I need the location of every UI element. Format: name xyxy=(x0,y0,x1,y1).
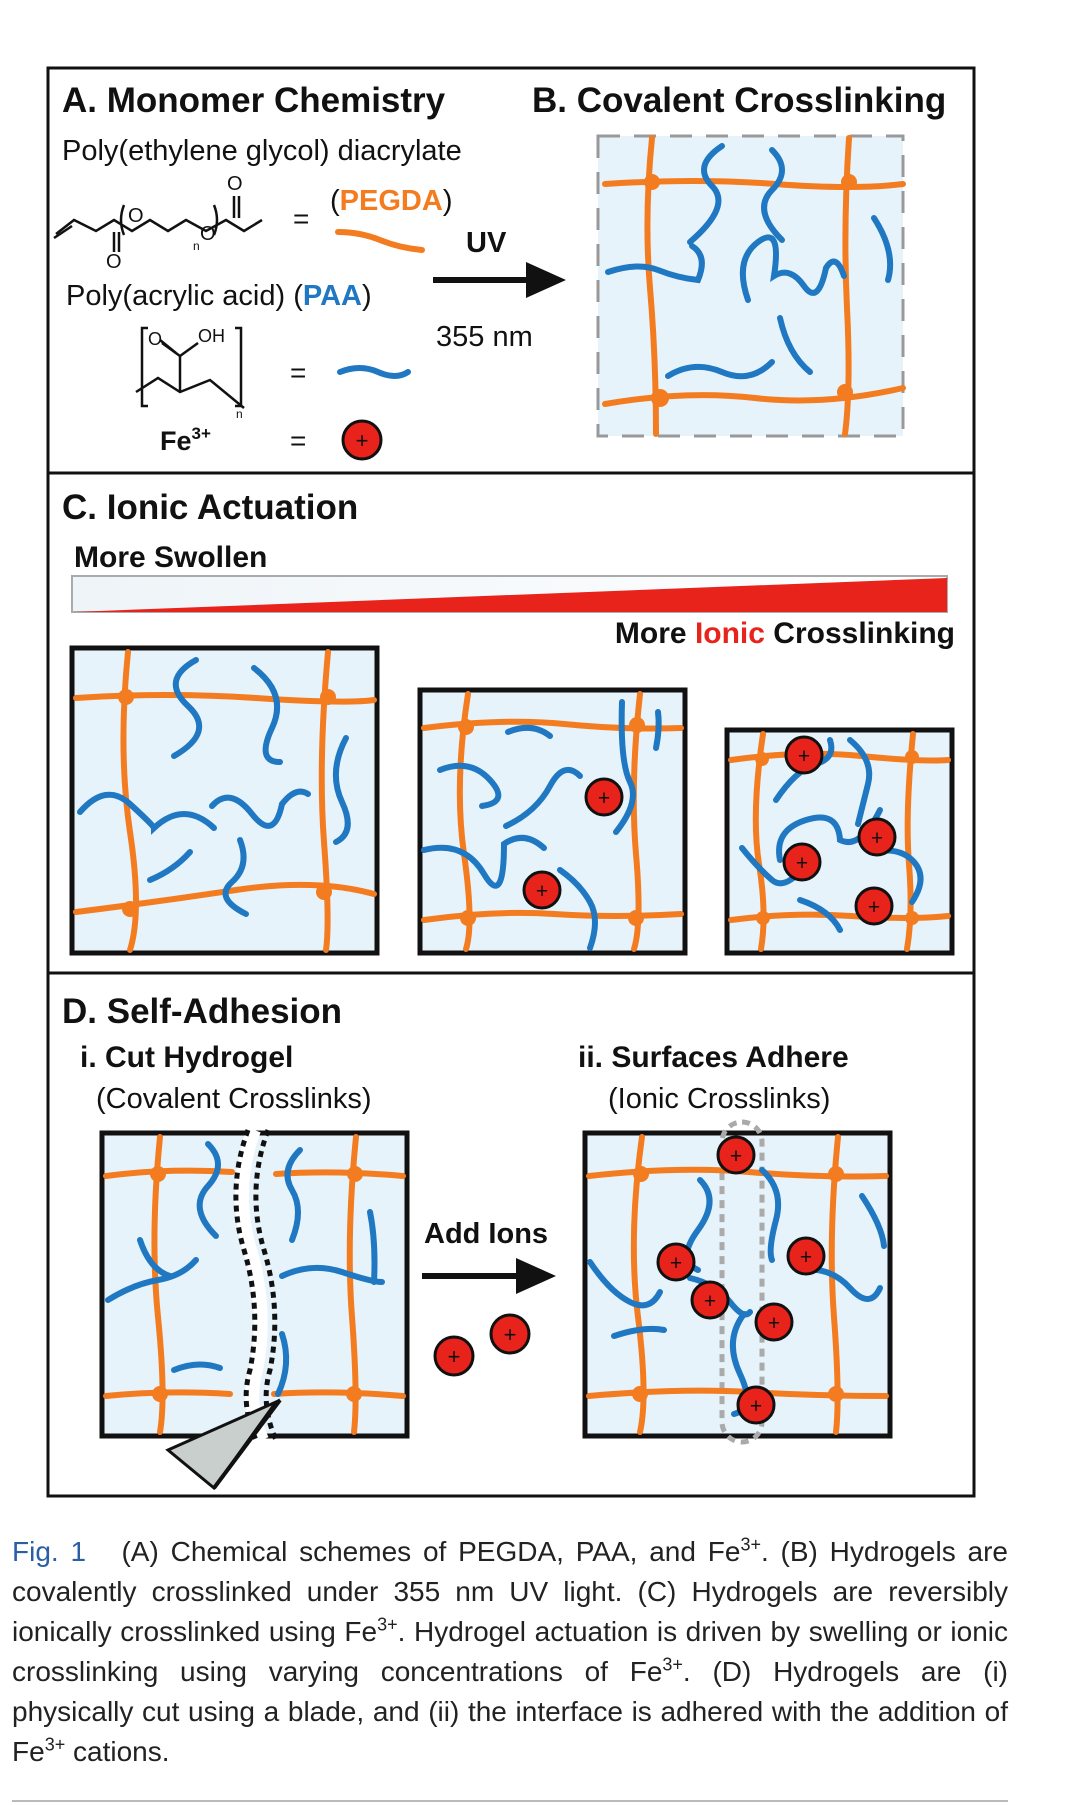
svg-text:+: + xyxy=(448,1344,461,1369)
svg-text:+: + xyxy=(670,1252,682,1275)
ion-icon: + xyxy=(786,1236,826,1276)
add-ions-label: Add Ions xyxy=(424,1218,548,1250)
more-swollen-label: More Swollen xyxy=(74,541,267,574)
figure-frame xyxy=(46,66,976,1498)
svg-text:+: + xyxy=(798,745,810,768)
fe-label: Fe3+ xyxy=(160,424,211,456)
gel-adhered: + + + + + + xyxy=(582,1119,893,1445)
cut-line xyxy=(234,1127,269,1443)
pegda-o2: O xyxy=(128,205,144,227)
paa-equals: = xyxy=(290,357,306,388)
ion-icon: + xyxy=(433,1335,475,1377)
caption-sup-2: 3+ xyxy=(377,1614,398,1635)
svg-text:+: + xyxy=(768,1312,780,1335)
caption-sup-4: 3+ xyxy=(44,1734,66,1755)
svg-text:+: + xyxy=(800,1246,812,1269)
paa-o: O xyxy=(148,329,162,349)
svg-text:+: + xyxy=(356,428,369,453)
figure-caption: Fig. 1 (A) Chemical schemes of PEGDA, PA… xyxy=(12,1532,1008,1772)
ion-icon: + xyxy=(754,1302,794,1342)
caption-text-1: (A) Chemical schemes of PEGDA, PAA, and … xyxy=(121,1536,741,1567)
ion-icon: + xyxy=(784,735,824,775)
pegda-n: n xyxy=(193,239,200,253)
ion-icon: + xyxy=(854,886,894,926)
pegda-abbr: (PEGDA) xyxy=(330,185,452,217)
cut-hydrogel-label: i. Cut Hydrogel xyxy=(80,1041,293,1074)
caption-sup-3: 3+ xyxy=(662,1654,683,1675)
uv-wavelength: 355 nm xyxy=(436,321,533,353)
uv-arrow-icon xyxy=(433,262,566,298)
svg-text:+: + xyxy=(868,896,880,919)
paa-structure xyxy=(135,326,245,409)
svg-text:+: + xyxy=(598,787,610,810)
ion-icon: + xyxy=(736,1385,776,1425)
panel-c-title: C. Ionic Actuation xyxy=(62,488,358,527)
svg-text:+: + xyxy=(750,1395,762,1418)
fe-equals: = xyxy=(290,425,306,456)
gel-medium: + + xyxy=(417,687,688,956)
blade-icon xyxy=(165,1398,282,1491)
gel-crosslinked: + + + + xyxy=(724,727,955,956)
pegda-structure xyxy=(53,196,263,252)
ion-icon: + xyxy=(690,1280,730,1320)
add-ions-arrow-icon xyxy=(422,1258,556,1294)
ion-icon: + xyxy=(584,777,624,817)
uv-label: UV xyxy=(466,227,507,259)
panel-b-gel xyxy=(596,134,906,438)
svg-text:+: + xyxy=(796,852,808,875)
covalent-crosslinks-note: (Covalent Crosslinks) xyxy=(96,1083,372,1115)
ion-icon: + xyxy=(522,870,562,910)
caption-text-2: . (B) Hydrogels are covalently crosslink… xyxy=(12,1536,1009,1647)
gel-cut xyxy=(99,1127,410,1443)
surfaces-adhere-label: ii. Surfaces Adhere xyxy=(578,1041,849,1074)
gradient-bar xyxy=(71,575,948,613)
more-ionic-crosslinking-label: More Ionic Crosslinking xyxy=(615,617,955,650)
paa-oh: OH xyxy=(198,326,225,346)
svg-text:+: + xyxy=(871,827,883,850)
paa-n: n xyxy=(236,407,243,421)
svg-text:+: + xyxy=(704,1290,716,1313)
pegda-strand-icon xyxy=(335,229,425,253)
interface-region xyxy=(719,1119,765,1445)
caption-text-4: . (D) Hydrogels are (i) physically cut u… xyxy=(12,1656,1008,1767)
ion-icon: + xyxy=(782,842,822,882)
ionic-crosslinks-note: (Ionic Crosslinks) xyxy=(608,1083,830,1115)
pegda-name: Poly(ethylene glycol) diacrylate xyxy=(62,135,462,167)
gel-swollen xyxy=(69,645,380,956)
ion-icon: + xyxy=(857,817,897,857)
caption-text-5: cations. xyxy=(65,1736,170,1767)
caption-sup-1: 3+ xyxy=(740,1534,761,1555)
pegda-o4: O xyxy=(227,173,243,195)
pegda-o1: O xyxy=(106,251,122,273)
panel-a-title: A. Monomer Chemistry xyxy=(62,81,446,120)
caption-text-3: . Hydrogel actuation is driven by swelli… xyxy=(12,1616,1008,1687)
figure-label: Fig. 1 xyxy=(12,1536,87,1567)
ion-icon: + xyxy=(656,1242,696,1282)
fe-ion-icon: + xyxy=(341,419,383,461)
paa-name: Poly(acrylic acid) (PAA) xyxy=(66,280,372,312)
paa-strand-icon xyxy=(337,365,411,379)
svg-text:+: + xyxy=(504,1322,517,1347)
panel-d-title: D. Self-Adhesion xyxy=(62,992,342,1031)
pegda-equals: = xyxy=(293,203,309,234)
pegda-o3: O xyxy=(200,223,216,245)
svg-text:+: + xyxy=(536,880,548,903)
panel-b-title: B. Covalent Crosslinking xyxy=(532,81,946,120)
svg-text:+: + xyxy=(730,1145,742,1168)
ion-icon: + xyxy=(716,1135,756,1175)
ion-icon: + xyxy=(489,1313,531,1355)
caption-rule xyxy=(12,1800,1008,1802)
